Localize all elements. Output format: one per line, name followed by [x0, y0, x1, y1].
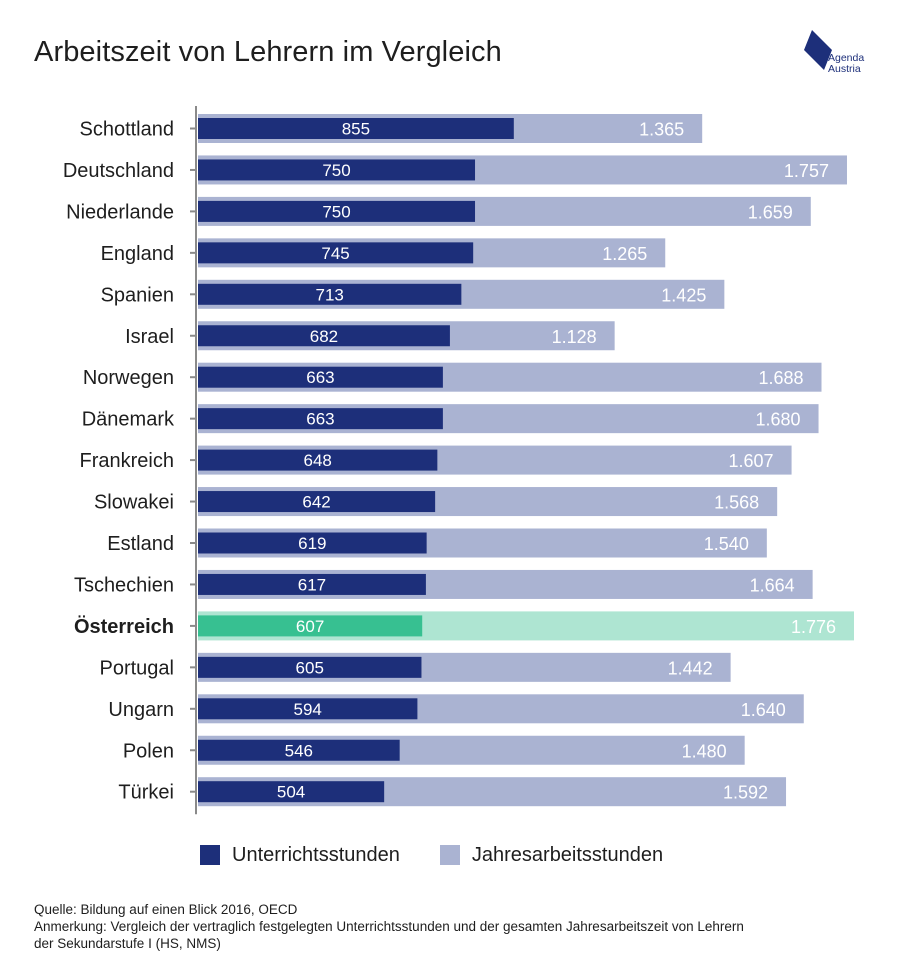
category-label-ungarn: Ungarn: [108, 699, 174, 721]
category-label-niederlande: Niederlande: [66, 201, 174, 223]
logo-mark-icon: [804, 30, 832, 70]
value-label-annual-england: 1.265: [602, 244, 647, 264]
value-label-teaching-norwegen: 663: [306, 368, 334, 387]
value-label-teaching-frankreich: 648: [303, 451, 331, 470]
bar-teaching-estland: [198, 532, 427, 554]
bar-teaching-niederlande: [198, 200, 476, 222]
value-label-teaching-tuerkei: 504: [277, 783, 305, 802]
value-label-annual-deutschland: 1.757: [784, 161, 829, 181]
value-label-teaching-polen: 546: [285, 741, 313, 760]
value-label-annual-portugal: 1.442: [668, 658, 713, 678]
legend-swatch-teaching: [200, 845, 220, 865]
value-label-teaching-spanien: 713: [315, 285, 343, 304]
bar-teaching-england: [198, 242, 474, 264]
value-label-annual-ungarn: 1.640: [741, 700, 786, 720]
category-label-tschechien: Tschechien: [74, 574, 174, 596]
legend-item-teaching: Unterrichtsstunden: [200, 844, 400, 867]
bar-teaching-oesterreich: [198, 615, 423, 637]
chart-title: Arbeitszeit von Lehrern im Vergleich: [34, 36, 502, 68]
value-label-annual-daenemark: 1.680: [755, 410, 800, 430]
category-label-daenemark: Dänemark: [82, 409, 175, 431]
legend-label-annual: Jahresarbeitsstunden: [471, 843, 664, 866]
bar-teaching-schottland: [198, 118, 514, 139]
bar-teaching-israel: [198, 325, 450, 347]
value-label-teaching-tschechien: 617: [298, 575, 326, 594]
value-label-annual-niederlande: 1.659: [748, 202, 793, 222]
bar-teaching-frankreich: [198, 449, 438, 471]
category-label-tuerkei: Türkei: [118, 782, 174, 804]
logo-text-agenda: Agenda: [828, 52, 865, 64]
logo-text-austria: Austria: [828, 63, 861, 75]
value-label-annual-polen: 1.480: [682, 741, 727, 761]
bar-teaching-deutschland: [198, 159, 476, 181]
bar-teaching-ungarn: [198, 698, 418, 720]
value-label-annual-schottland: 1.365: [639, 120, 684, 140]
category-label-schottland: Schottland: [79, 119, 174, 141]
category-label-portugal: Portugal: [100, 657, 175, 679]
bar-teaching-polen: [198, 739, 400, 761]
bar-teaching-norwegen: [198, 366, 443, 388]
value-label-annual-israel: 1.128: [552, 327, 597, 347]
bar-teaching-tschechien: [198, 573, 426, 595]
category-label-norwegen: Norwegen: [83, 367, 174, 389]
annotation-note-line2: der Sekundarstufe I (HS, NMS): [34, 936, 221, 951]
category-label-israel: Israel: [125, 326, 174, 348]
value-label-teaching-deutschland: 750: [322, 161, 350, 180]
category-label-estland: Estland: [107, 533, 174, 555]
value-label-annual-slowakei: 1.568: [714, 493, 759, 513]
source-note: Quelle: Bildung auf einen Blick 2016, OE…: [34, 902, 298, 917]
legend-label-teaching: Unterrichtsstunden: [232, 843, 400, 866]
value-label-teaching-israel: 682: [310, 327, 338, 346]
bar-teaching-slowakei: [198, 491, 436, 513]
value-label-teaching-england: 745: [321, 244, 349, 263]
annotation-note-line1: Anmerkung: Vergleich der vertraglich fes…: [34, 919, 744, 934]
value-label-annual-oesterreich: 1.776: [791, 617, 836, 637]
value-label-annual-estland: 1.540: [704, 534, 749, 554]
value-label-annual-tschechien: 1.664: [750, 575, 795, 595]
chart-footer: Quelle: Bildung auf einen Blick 2016, OE…: [34, 901, 854, 952]
value-label-teaching-slowakei: 642: [302, 493, 330, 512]
value-label-teaching-ungarn: 594: [294, 700, 322, 719]
category-label-frankreich: Frankreich: [80, 450, 174, 472]
value-label-teaching-oesterreich: 607: [296, 617, 324, 636]
agenda-austria-logo: Agenda Austria: [800, 28, 880, 78]
legend-item-annual: Jahresarbeitsstunden: [439, 843, 664, 867]
category-label-england: England: [101, 243, 174, 265]
value-label-teaching-schottland: 855: [342, 120, 370, 139]
category-label-polen: Polen: [123, 740, 174, 762]
bar-teaching-tuerkei: [198, 781, 385, 803]
value-label-teaching-portugal: 605: [296, 658, 324, 677]
value-label-annual-tuerkei: 1.592: [723, 783, 768, 803]
legend-swatch-annual: [439, 845, 460, 865]
category-label-slowakei: Slowakei: [94, 492, 174, 514]
bar-teaching-portugal: [198, 656, 422, 678]
value-label-teaching-niederlande: 750: [322, 202, 350, 221]
bar-chart: Schottland 855 1.365 Deutschland 750 1.757 Nie…: [63, 106, 854, 815]
bar-teaching-spanien: [198, 283, 462, 305]
value-label-annual-norwegen: 1.688: [758, 368, 803, 388]
value-label-teaching-daenemark: 663: [306, 410, 334, 429]
value-label-annual-frankreich: 1.607: [729, 451, 774, 471]
category-label-oesterreich: Österreich: [74, 615, 174, 638]
value-label-teaching-estland: 619: [298, 534, 326, 553]
category-label-spanien: Spanien: [101, 284, 174, 306]
category-label-deutschland: Deutschland: [63, 160, 174, 182]
bar-teaching-daenemark: [198, 408, 443, 430]
value-label-annual-spanien: 1.425: [661, 285, 706, 305]
chart-legend: Unterrichtsstunden Jahresarbeitsstunden: [200, 842, 703, 868]
